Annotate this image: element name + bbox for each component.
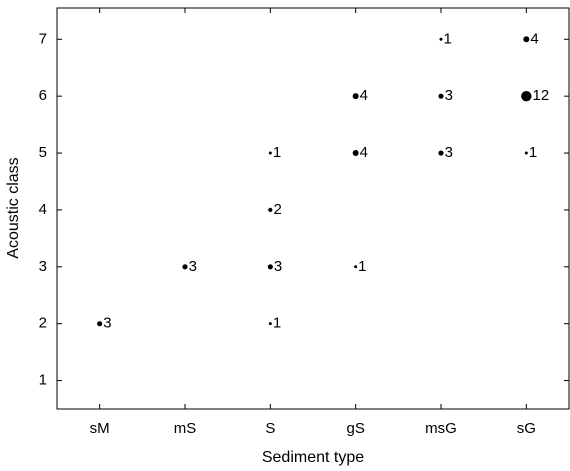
plot-frame [56, 7, 570, 410]
x-axis-title: Sediment type [262, 449, 364, 466]
x-tick-label: sM [90, 420, 110, 437]
y-tick-label: 6 [39, 87, 47, 104]
point-label: 3 [445, 87, 453, 104]
point-label: 2 [273, 201, 281, 218]
point [97, 321, 103, 327]
point-label: 4 [360, 144, 368, 161]
y-tick-label: 2 [39, 315, 47, 332]
x-tick-label: S [265, 420, 275, 437]
y-tick-label: 5 [39, 144, 47, 161]
point [352, 150, 359, 157]
x-tick-label: sG [517, 420, 536, 437]
y-tick-label: 4 [39, 201, 47, 218]
point [354, 265, 358, 269]
point-label: 3 [274, 258, 282, 275]
point [267, 264, 273, 270]
y-axis-title: Acoustic class [5, 157, 22, 258]
point-label: 3 [189, 258, 197, 275]
point-label: 4 [530, 30, 538, 47]
point [438, 93, 444, 99]
point [521, 90, 532, 102]
point-label: 1 [273, 144, 281, 161]
point [524, 151, 528, 155]
point [182, 264, 188, 270]
point [268, 151, 272, 155]
y-tick-label: 7 [39, 30, 47, 47]
point-label: 3 [445, 144, 453, 161]
point [352, 93, 359, 100]
point [268, 322, 272, 326]
point [523, 36, 530, 43]
point-label: 12 [533, 87, 550, 104]
point-label: 1 [358, 258, 366, 275]
y-tick-label: 3 [39, 258, 47, 275]
point [268, 207, 273, 213]
point [439, 37, 443, 41]
point-label: 1 [273, 315, 281, 332]
y-tick-label: 1 [39, 372, 47, 389]
point-label: 1 [529, 144, 537, 161]
x-tick-label: msG [425, 420, 457, 437]
point-label: 1 [444, 30, 452, 47]
x-tick-label: gS [346, 420, 364, 437]
point-label: 3 [103, 315, 111, 332]
x-tick-label: mS [174, 420, 197, 437]
point-label: 4 [360, 87, 368, 104]
point [438, 150, 444, 156]
